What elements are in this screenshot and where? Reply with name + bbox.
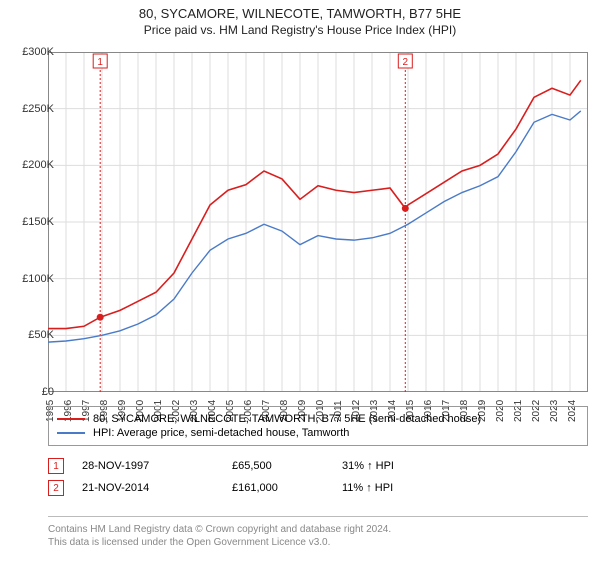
- y-tick-label: £50K: [28, 329, 54, 341]
- event-delta: 31% ↑ HPI: [342, 460, 462, 472]
- event-marker: 1: [48, 458, 64, 474]
- event-delta: 11% ↑ HPI: [342, 482, 462, 494]
- event-table: 1 28-NOV-1997£65,50031% ↑ HPI 2 21-NOV-2014…: [48, 452, 588, 502]
- event-price: £65,500: [232, 460, 342, 472]
- event-date: 21-NOV-2014: [82, 482, 232, 494]
- chart-subtitle: Price paid vs. HM Land Registry's House …: [0, 23, 600, 37]
- event-date: 28-NOV-1997: [82, 460, 232, 472]
- footer-line: This data is licensed under the Open Gov…: [48, 536, 588, 549]
- legend-swatch: [57, 432, 85, 434]
- event-marker: 2: [48, 480, 64, 496]
- legend-item: HPI: Average price, semi-detached house,…: [57, 427, 579, 439]
- event-row: 2 21-NOV-2014£161,00011% ↑ HPI: [48, 480, 588, 496]
- svg-text:1: 1: [97, 57, 103, 68]
- footer-line: Contains HM Land Registry data © Crown c…: [48, 523, 588, 536]
- event-price: £161,000: [232, 482, 342, 494]
- legend-label: HPI: Average price, semi-detached house,…: [93, 427, 349, 439]
- y-tick-label: £200K: [22, 159, 54, 171]
- legend: 80, SYCAMORE, WILNECOTE, TAMWORTH, B77 5…: [48, 406, 588, 446]
- y-tick-label: £250K: [22, 103, 54, 115]
- y-tick-label: £0: [42, 386, 54, 398]
- y-tick-label: £300K: [22, 46, 54, 58]
- legend-item: 80, SYCAMORE, WILNECOTE, TAMWORTH, B77 5…: [57, 413, 579, 425]
- event-row: 1 28-NOV-1997£65,50031% ↑ HPI: [48, 458, 588, 474]
- chart-title: 80, SYCAMORE, WILNECOTE, TAMWORTH, B77 5…: [0, 6, 600, 21]
- svg-text:2: 2: [403, 57, 409, 68]
- legend-label: 80, SYCAMORE, WILNECOTE, TAMWORTH, B77 5…: [93, 413, 481, 425]
- legend-swatch: [57, 418, 85, 420]
- chart-plot: 12: [48, 52, 588, 392]
- y-tick-label: £150K: [22, 216, 54, 228]
- footer-attribution: Contains HM Land Registry data © Crown c…: [48, 516, 588, 549]
- y-tick-label: £100K: [22, 273, 54, 285]
